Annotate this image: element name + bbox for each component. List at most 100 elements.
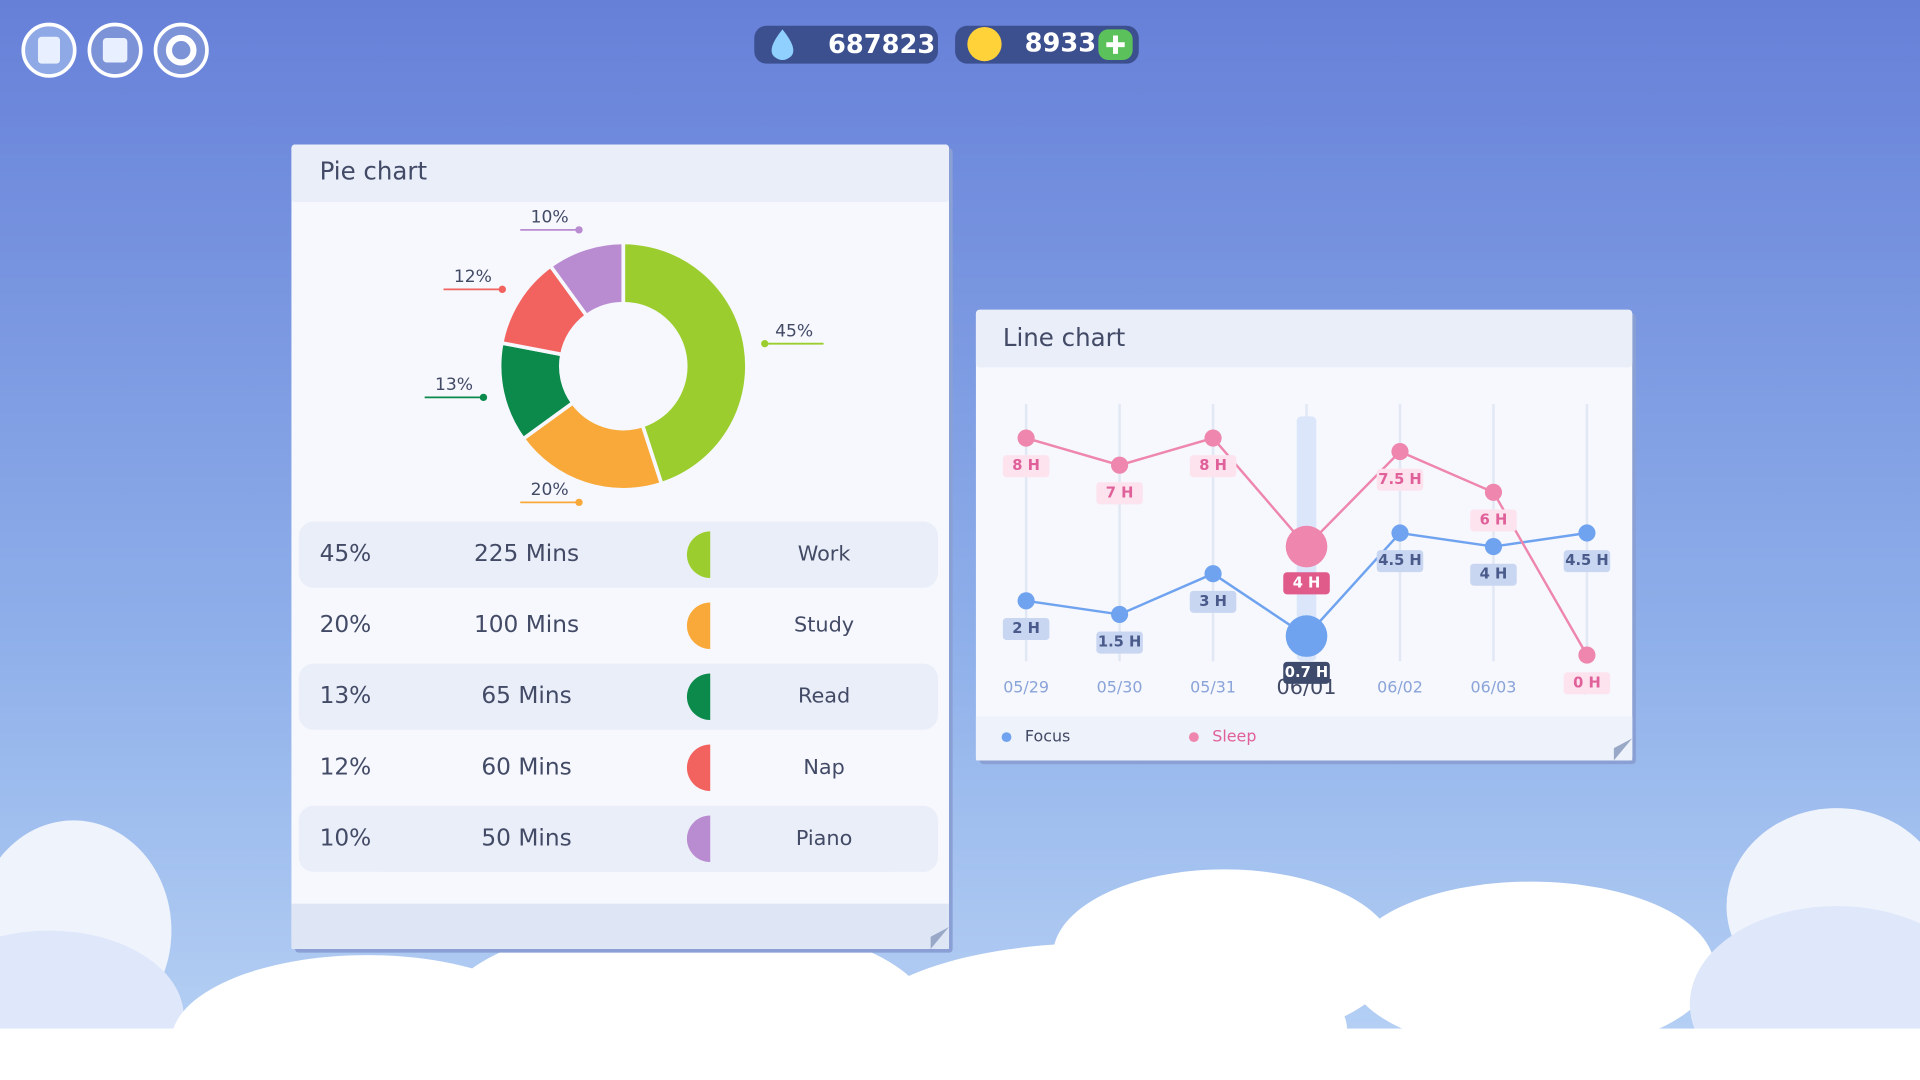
pie-value-label: 13%	[435, 375, 473, 395]
x-tick-label: 05/29	[1003, 678, 1049, 697]
table-category: Read	[798, 684, 850, 708]
legend-swatch	[686, 744, 711, 792]
value-label: 4.5 H	[1378, 552, 1421, 569]
value-label-bg	[1563, 672, 1611, 695]
value-label-bg	[1096, 482, 1143, 505]
legend-dot	[1188, 732, 1199, 743]
table-minutes: 225 Mins	[474, 540, 579, 567]
value-label-bg	[1283, 572, 1330, 595]
water-icon	[771, 29, 794, 60]
value-label-bg	[1096, 631, 1143, 654]
panel-header	[291, 144, 949, 203]
x-tick-label: 06/03	[1471, 678, 1517, 697]
value-label-bg	[1376, 550, 1424, 573]
plus-icon	[1106, 35, 1125, 54]
pie-value-label: 12%	[454, 267, 492, 287]
data-point	[1204, 565, 1222, 583]
pie-slice	[621, 240, 749, 487]
table-percent: 45%	[320, 540, 372, 567]
settings-icon	[165, 34, 197, 66]
value-label: 6 H	[1480, 511, 1508, 528]
legend-swatch	[686, 815, 711, 863]
leader-dot	[575, 226, 583, 234]
table-category: Work	[798, 542, 851, 566]
leader-dot	[575, 498, 583, 507]
table-percent: 13%	[320, 682, 372, 709]
data-point	[1578, 646, 1596, 664]
leader-dot	[498, 285, 506, 294]
table-minutes: 50 Mins	[481, 824, 571, 851]
value-label: 8 H	[1012, 457, 1040, 474]
data-point	[1285, 615, 1328, 657]
value-label: 4.5 H	[1565, 552, 1608, 569]
value-label-bg	[1563, 550, 1611, 573]
data-point	[1017, 429, 1035, 447]
leader-dot	[761, 340, 769, 348]
legend-dot	[1001, 732, 1012, 743]
value-label: 3 H	[1199, 593, 1227, 610]
data-point	[1285, 525, 1328, 568]
panel-header	[975, 309, 1633, 368]
value-label-bg	[1002, 455, 1050, 478]
table-percent: 20%	[320, 611, 372, 638]
value-label: 4 H	[1480, 566, 1508, 583]
value-label-bg	[1002, 617, 1050, 641]
value-label: 2 H	[1012, 620, 1040, 637]
data-point	[1484, 483, 1503, 501]
line-panel: Line chart 05/29 05/30 05/31 06/01 06/02 06/0…	[975, 309, 1636, 765]
legend-swatch	[686, 531, 711, 578]
x-tick-label: 05/31	[1190, 678, 1236, 697]
data-point	[1017, 592, 1035, 610]
table-category: Piano	[796, 826, 853, 850]
panel-footer	[975, 716, 1633, 761]
value-label-bg	[1189, 455, 1237, 478]
table-category: Nap	[803, 755, 845, 779]
value-label-bg	[1470, 563, 1517, 586]
legend-swatch	[686, 673, 711, 720]
pie-panel: Pie chart 45% 20% 13% 12% 10% 45% 225 Mins Work…	[291, 144, 953, 953]
page-fold	[1613, 738, 1633, 761]
data-point	[1391, 524, 1409, 542]
stats-icon	[102, 37, 128, 63]
legend-swatch	[686, 602, 711, 649]
value-label: 1.5 H	[1098, 634, 1141, 651]
sun-icon	[967, 26, 1002, 62]
table-percent: 12%	[320, 753, 372, 780]
value-label: 0.7 H	[1285, 664, 1328, 681]
currency-bar: 687823 8933	[754, 25, 1139, 64]
hud-buttons	[21, 22, 209, 78]
x-tick-label: 06/02	[1377, 678, 1423, 697]
pie-slice	[548, 240, 626, 319]
legend-label: Focus	[1025, 727, 1070, 746]
leader-dot	[479, 393, 488, 402]
panel-title: Line chart	[1003, 323, 1126, 352]
pie-value-label: 10%	[531, 208, 569, 228]
table-row-bg	[298, 805, 938, 872]
value-label: 4 H	[1293, 574, 1321, 591]
value-label: 0 H	[1573, 674, 1601, 691]
table-percent: 10%	[320, 824, 372, 851]
pie-value-label: 45%	[775, 321, 813, 341]
pie-value-label: 20%	[531, 480, 569, 500]
data-point	[1484, 537, 1503, 556]
value-label-bg	[1376, 468, 1424, 491]
value-label: 8 H	[1199, 457, 1227, 474]
table-category: Study	[794, 613, 854, 637]
panel-title: Pie chart	[320, 157, 428, 186]
value-label: 7 H	[1106, 484, 1134, 501]
pie-slice	[520, 400, 664, 492]
data-point	[1578, 524, 1596, 542]
sun-amount: 8933	[1025, 29, 1097, 59]
table-row-bg	[298, 521, 938, 588]
clouds	[0, 808, 1920, 1080]
settings-button[interactable]	[153, 22, 209, 78]
x-tick-label: 05/30	[1097, 678, 1143, 697]
data-point	[1111, 605, 1129, 623]
table-minutes: 65 Mins	[481, 682, 571, 709]
value-label-bg	[1189, 590, 1237, 613]
panel-footer	[291, 903, 949, 949]
water-pill	[754, 25, 938, 64]
table-minutes: 100 Mins	[474, 611, 579, 638]
